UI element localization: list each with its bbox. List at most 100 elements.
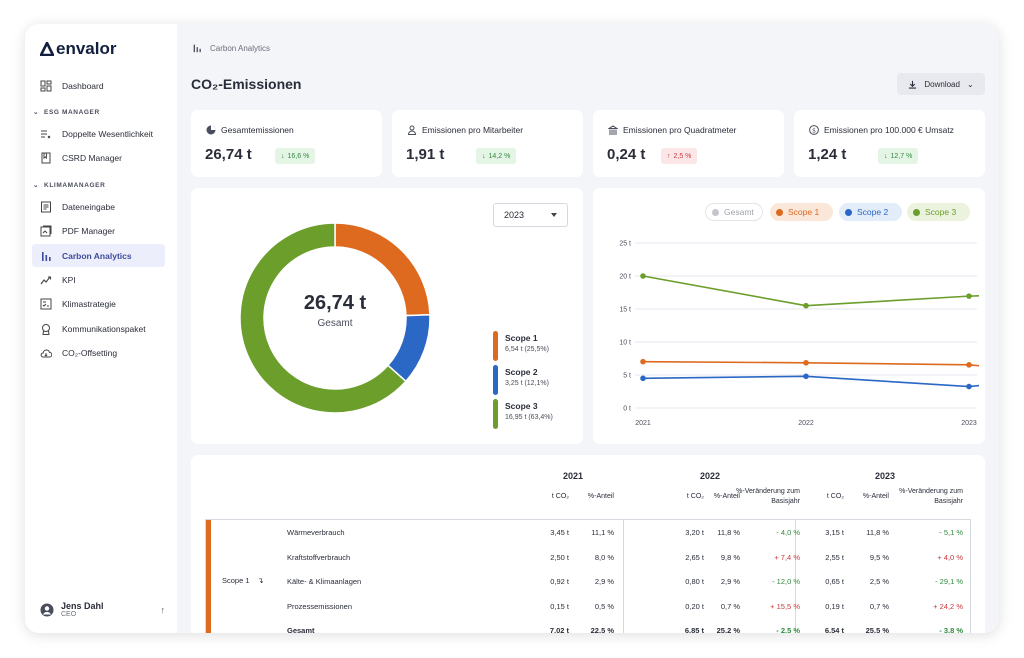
table-cell: 0,15 t (550, 601, 569, 611)
table-cell: 11,8 % (866, 528, 889, 537)
column-separator (795, 519, 796, 633)
data-point[interactable] (803, 373, 809, 380)
data-point[interactable] (966, 362, 972, 368)
legend-toggle-gesamt[interactable]: Gesamt (705, 203, 763, 221)
col-header-tco2: t CO₂ (551, 493, 569, 500)
kpi-change-badge: ↑ 2,5 % (661, 148, 698, 164)
col-header-tco2: t CO₂ (826, 493, 844, 500)
nav-carbon-analytics[interactable]: Carbon Analytics (32, 244, 165, 267)
table-cell: - 12,0 % (772, 577, 800, 586)
nav-dateneingabe[interactable]: Dateneingabe (32, 195, 165, 218)
document-icon (41, 201, 51, 212)
breadcrumb-label[interactable]: Carbon Analytics (210, 43, 271, 53)
y-tick-label: 0 t (623, 406, 631, 413)
user-profile[interactable]: Jens Dahl CEO ↑ (40, 601, 165, 618)
table-cell: 2,50 t (550, 552, 569, 562)
y-tick-label: 20 t (619, 274, 631, 281)
dashboard-icon (40, 80, 52, 91)
x-tick-label: 2022 (798, 420, 814, 427)
data-point[interactable] (966, 293, 972, 299)
kpi-label: Emissionen pro Mitarbeiter (422, 125, 524, 135)
kpi-label: Emissionen pro 100.000 € Umsatz (824, 125, 954, 135)
pie-icon (206, 125, 216, 135)
legend-dot (845, 208, 852, 216)
donut-segment-scope-3[interactable] (239, 222, 407, 414)
table-cell: 0,80 t (685, 577, 704, 586)
person-icon (407, 125, 417, 135)
data-point[interactable] (640, 358, 646, 365)
series-line-scope-2 (642, 375, 980, 388)
data-point[interactable] (640, 375, 646, 382)
brand-logo[interactable]: envalor (40, 39, 116, 59)
bar-chart-icon (193, 44, 201, 53)
donut-chart (239, 222, 431, 414)
donut-center-value: 26,74 t (303, 292, 367, 314)
kpi-label: Gesamtemissionen (221, 125, 294, 135)
klima-section-header[interactable]: ⌄ KLIMAMANAGER (33, 181, 105, 190)
table-cell: 22,5 % (590, 626, 614, 633)
table-cell: - 4,0 % (776, 528, 800, 537)
download-button[interactable]: Download ⌄ (897, 73, 985, 95)
table-cell: - 3,8 % (939, 626, 963, 633)
kpi-change: 14,2 % (488, 152, 511, 160)
nav-pdf-manager[interactable]: PDF Manager (32, 219, 165, 242)
legend-toggle-scope-1[interactable]: Scope 1 (770, 203, 833, 221)
legend-scope-1: Scope 1 6,54 t (25,5%) (493, 331, 549, 361)
legend-swatch (493, 331, 498, 361)
year-header: 2023 (874, 471, 896, 481)
nav-csrd-manager[interactable]: CSRD Manager (32, 146, 165, 169)
scope-group-label[interactable]: Scope 1 ↴ (222, 576, 264, 585)
logo-mark-icon (40, 42, 54, 56)
kpi-value: 1,91 t (406, 146, 445, 163)
legend-toggle-scope-2[interactable]: Scope 2 (839, 203, 902, 221)
arrow-down-icon: ↓ (281, 152, 285, 160)
data-point[interactable] (803, 302, 809, 309)
nav-label: CO₂-Offsetting (62, 347, 118, 358)
legend-name: Scope 2 (505, 367, 538, 377)
table-cell: 0,65 t (825, 577, 844, 586)
data-point[interactable] (803, 359, 809, 366)
kpi-change: 16,6 % (287, 152, 310, 160)
svg-text:$: $ (812, 127, 816, 134)
data-point[interactable] (966, 383, 972, 390)
year-header: 2021 (562, 471, 584, 481)
sidebar: envalor Dashboard ⌄ ESG MANAGER Doppelte … (25, 24, 177, 633)
chevron-up-icon[interactable]: ↑ (160, 604, 166, 615)
nav-label: KPI (62, 274, 76, 285)
scope-group-name: Scope 1 (222, 576, 250, 585)
table-cell: 9,5 % (869, 552, 889, 562)
chevron-down-icon: ⌄ (33, 109, 40, 116)
y-tick-label: 5 t (623, 373, 631, 380)
esg-section-header[interactable]: ⌄ ESG MANAGER (33, 108, 100, 117)
kpi-card-total: Gesamtemissionen 26,74 t ↓ 16,6 % (191, 110, 382, 177)
legend-toggle-scope-3[interactable]: Scope 3 (907, 203, 970, 221)
table-cell: - 5,1 % (939, 528, 963, 537)
table-cell: 0,5 % (594, 601, 614, 611)
caret-down-icon (551, 213, 557, 217)
kpi-change: 2,5 % (673, 152, 692, 160)
kpi-change-badge: ↓ 16,6 % (275, 148, 316, 164)
emissions-table: 2021 2022 2023 t CO₂ %-Anteil t CO₂ %-An… (191, 455, 985, 633)
nav-label: CSRD Manager (62, 152, 122, 163)
table-cell: 3,15 t (825, 528, 844, 537)
nav-kommunikationspaket[interactable]: Kommunikationspaket (32, 317, 165, 340)
nav-dashboard[interactable]: Dashboard (32, 74, 165, 97)
nav-doppelte-wesentlichkeit[interactable]: Doppelte Wesentlichkeit (32, 122, 165, 145)
table-cell: - 2,5 % (776, 626, 800, 633)
table-cell: 2,65 t (685, 552, 704, 562)
y-tick-label: 15 t (619, 307, 631, 314)
nav-kpi[interactable]: KPI (32, 268, 165, 291)
data-point[interactable] (640, 273, 646, 279)
table-cell: 3,20 t (685, 528, 704, 537)
series-line-scope-1 (642, 360, 980, 367)
kpi-change: 12,7 % (890, 152, 913, 160)
year-select[interactable]: 2023 (493, 203, 568, 227)
legend-name: Scope 1 (505, 333, 538, 343)
table-cell: + 4,0 % (937, 552, 963, 562)
line-chart: 25 t 20 t 15 t 10 t 5 t 0 t 2021 2022 2023 (619, 241, 980, 427)
table-cell: 6,85 t (684, 626, 704, 633)
table-cell: 3,45 t (550, 528, 569, 537)
nav-co2-offsetting[interactable]: CO₂-Offsetting (32, 341, 165, 364)
table-cell: 2,5 % (869, 577, 889, 586)
nav-klimastrategie[interactable]: Klimastrategie (32, 292, 165, 315)
